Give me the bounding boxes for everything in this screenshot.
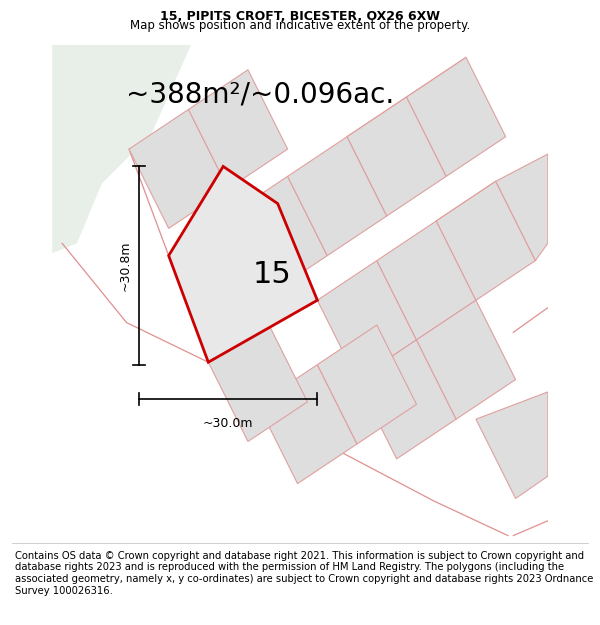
- Text: 15: 15: [253, 260, 291, 289]
- Polygon shape: [317, 261, 416, 379]
- Polygon shape: [436, 181, 535, 300]
- Polygon shape: [52, 45, 191, 253]
- Text: ~30.0m: ~30.0m: [203, 417, 253, 429]
- Polygon shape: [228, 176, 327, 295]
- Polygon shape: [347, 97, 446, 216]
- Polygon shape: [188, 70, 287, 189]
- Polygon shape: [407, 58, 506, 176]
- Polygon shape: [169, 216, 268, 335]
- Polygon shape: [317, 325, 416, 444]
- Polygon shape: [416, 300, 515, 419]
- Polygon shape: [496, 154, 548, 261]
- Polygon shape: [208, 322, 307, 441]
- Polygon shape: [169, 166, 317, 362]
- Polygon shape: [476, 392, 548, 499]
- Polygon shape: [129, 109, 228, 228]
- Text: Map shows position and indicative extent of the property.: Map shows position and indicative extent…: [130, 19, 470, 32]
- Text: 15, PIPITS CROFT, BICESTER, OX26 6XW: 15, PIPITS CROFT, BICESTER, OX26 6XW: [160, 10, 440, 23]
- Polygon shape: [357, 340, 456, 459]
- Polygon shape: [377, 221, 476, 340]
- Polygon shape: [258, 364, 357, 484]
- Polygon shape: [287, 137, 387, 256]
- Text: ~388m²/~0.096ac.: ~388m²/~0.096ac.: [126, 81, 394, 109]
- Text: ~30.8m: ~30.8m: [119, 240, 131, 291]
- Text: Contains OS data © Crown copyright and database right 2021. This information is : Contains OS data © Crown copyright and d…: [15, 551, 593, 596]
